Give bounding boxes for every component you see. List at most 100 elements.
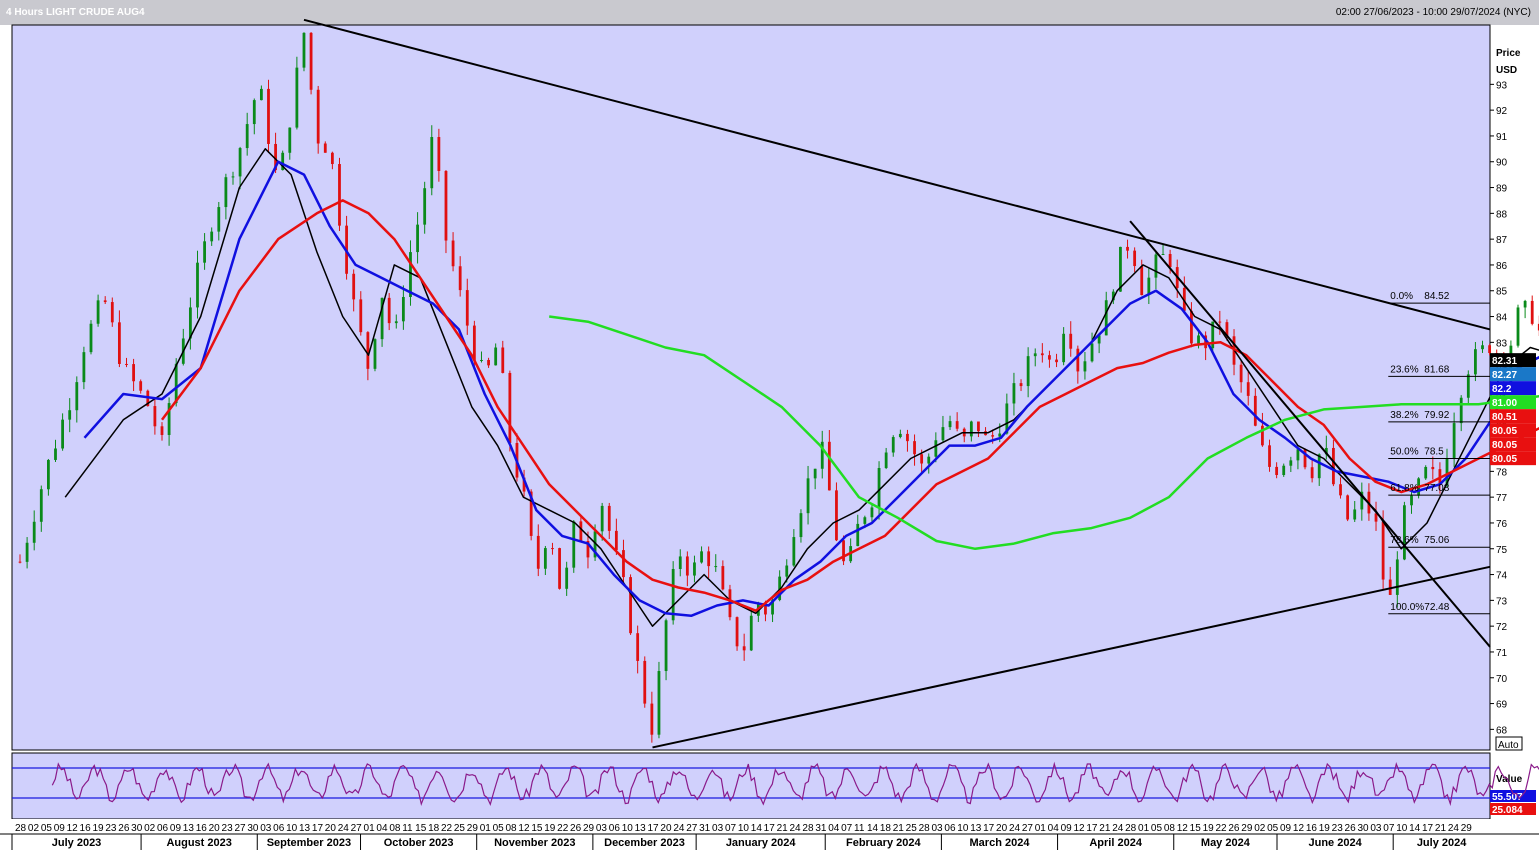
x-day-label: 25: [454, 823, 466, 834]
candle-body: [330, 152, 334, 165]
auto-button[interactable]: Auto: [1495, 736, 1523, 751]
candle-body: [1076, 348, 1080, 372]
fib-level-percent: 78.6%: [1390, 535, 1418, 546]
x-day-label: 20: [660, 823, 672, 834]
candle-body: [110, 302, 114, 323]
candle-body: [1452, 423, 1456, 459]
candle-body: [1225, 322, 1229, 337]
sma-line: [83, 160, 1539, 618]
x-day-label: 22: [441, 823, 453, 834]
osc-value-red-box: [1490, 803, 1536, 815]
y-tick-label: 72: [1496, 622, 1508, 633]
candle-body: [409, 252, 412, 297]
trend-line: [652, 565, 1491, 749]
candle-body: [1523, 300, 1527, 308]
candle-body: [75, 382, 79, 411]
x-day-label: 06: [944, 823, 956, 834]
x-day-label: 16: [1306, 823, 1318, 834]
candle-body: [295, 67, 299, 128]
x-day-label: 30: [131, 823, 143, 834]
candle-body: [1346, 495, 1350, 520]
candle-body: [366, 332, 370, 369]
candle-body: [522, 477, 526, 492]
candle-body: [196, 262, 199, 308]
candle-body: [1140, 266, 1144, 296]
price-box-label: 80.05: [1492, 454, 1517, 465]
x-day-label: 17: [764, 823, 776, 834]
candle-body: [437, 137, 441, 172]
x-day-label: 14: [867, 823, 879, 834]
x-day-label: 24: [673, 823, 685, 834]
candle-body: [586, 540, 590, 558]
candle-body: [1069, 333, 1073, 349]
candle-body: [231, 176, 235, 178]
candle-body: [61, 419, 64, 449]
candle-body: [252, 100, 256, 125]
x-day-label: 18: [880, 823, 892, 834]
x-day-label: 12: [67, 823, 79, 834]
y-tick-label: 90: [1496, 158, 1508, 169]
x-day-label: 14: [751, 823, 763, 834]
candle-body: [359, 299, 363, 333]
candle-body: [906, 433, 909, 442]
x-day-label: 23: [222, 823, 234, 834]
x-day-label: 03: [1370, 823, 1382, 834]
candle-body: [977, 421, 980, 432]
price-box-label: 82.27: [1492, 370, 1517, 381]
candle-body: [1062, 333, 1066, 363]
candle-body: [39, 489, 43, 522]
candle-body: [309, 32, 313, 90]
candle-body: [1218, 321, 1222, 323]
candle-body: [210, 231, 214, 242]
candle-body: [316, 89, 320, 144]
x-day-label: 11: [854, 823, 865, 834]
sma-line: [160, 199, 1539, 612]
x-day-label: 24: [338, 823, 350, 834]
y-tick-label: 74: [1496, 571, 1508, 582]
candle-body: [387, 297, 391, 324]
x-day-label: 13: [299, 823, 311, 834]
candle-body: [1466, 374, 1470, 398]
candle-body: [721, 566, 725, 590]
candle-body: [671, 568, 675, 621]
x-day-label: 02: [28, 823, 40, 834]
auto-button-label[interactable]: Auto: [1498, 740, 1519, 751]
moving-averages: [64, 148, 1539, 627]
candle-body: [693, 562, 696, 576]
x-day-label: 27: [234, 823, 246, 834]
candle-body: [643, 660, 647, 704]
candle-body: [89, 323, 93, 353]
osc-value-blue: 55.507: [1492, 792, 1523, 803]
x-day-label: 12: [1073, 823, 1085, 834]
candle-body: [245, 124, 249, 149]
x-day-label: 22: [1215, 823, 1227, 834]
x-day-label: 20: [325, 823, 337, 834]
candle-body: [423, 188, 427, 225]
candle-body: [401, 296, 405, 322]
x-day-label: 03: [260, 823, 272, 834]
candle-body: [636, 633, 640, 661]
candle-body: [444, 171, 448, 241]
candle-body: [465, 290, 469, 326]
candle-body: [68, 410, 72, 420]
candle-body: [1360, 491, 1364, 510]
osc-axis-label: Value: [1496, 774, 1523, 785]
candle-body: [629, 577, 632, 634]
x-day-label: 24: [1009, 823, 1021, 834]
x-day-label: 03: [931, 823, 943, 834]
fib-level-percent: 50.0%: [1390, 446, 1418, 457]
candle-body: [1339, 484, 1342, 496]
x-day-label: 10: [622, 823, 634, 834]
chart-title: 4 Hours LIGHT CRUDE AUG4: [6, 7, 145, 18]
x-day-label: 02: [144, 823, 156, 834]
time-axis-labels: 28 02 05 09 12 16 19 23 26 30 02 06 09 13 16 20 23 27 30 03…: [0, 823, 1539, 850]
price-box: [1490, 423, 1536, 438]
x-day-label: 19: [92, 823, 104, 834]
auto-button-frame[interactable]: [1495, 736, 1523, 751]
x-day-label: 26: [1228, 823, 1240, 834]
candle-body: [927, 456, 931, 464]
candle-body: [103, 300, 107, 303]
y-tick-label: 93: [1496, 80, 1508, 91]
candle-body: [799, 513, 803, 538]
